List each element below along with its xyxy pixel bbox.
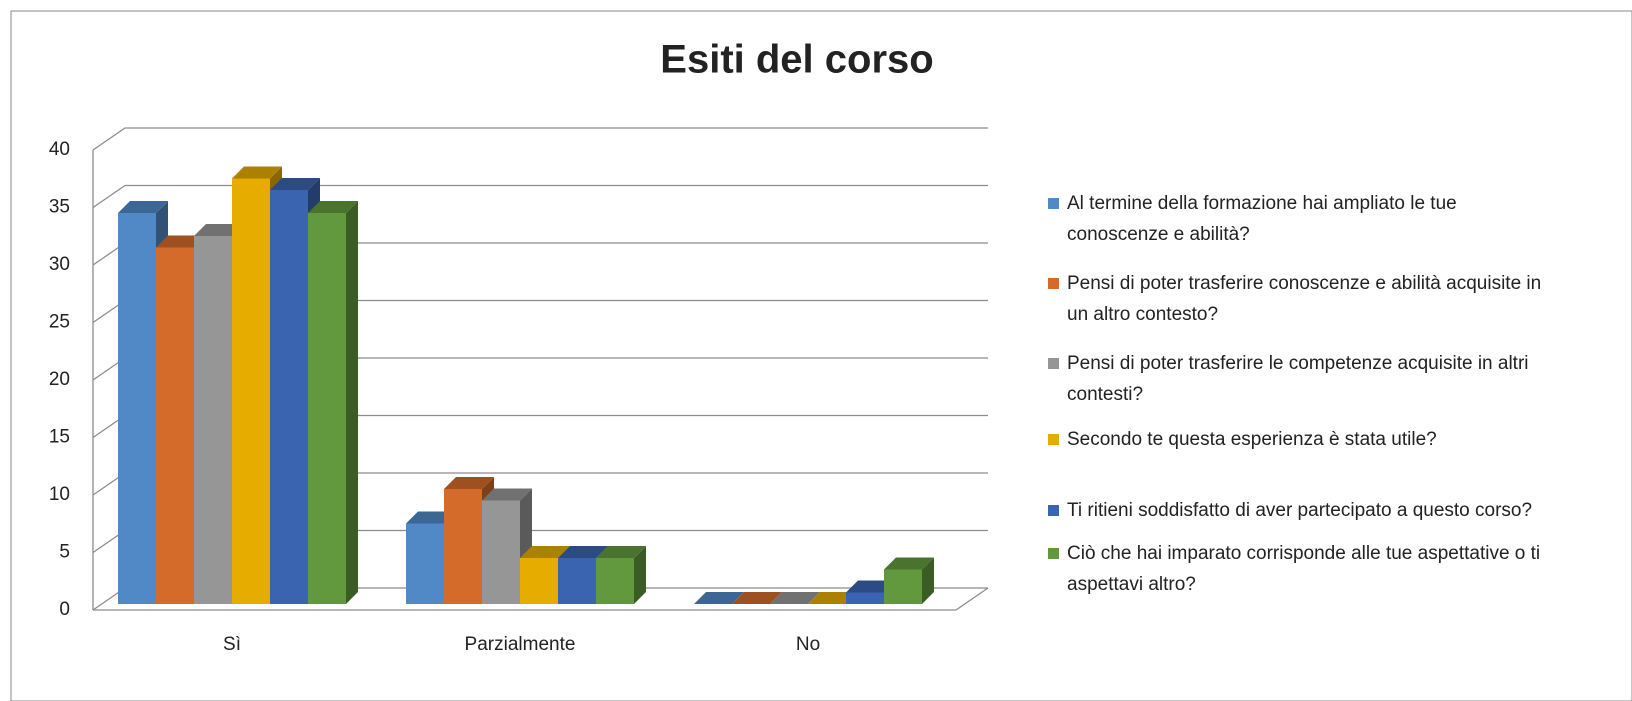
bar <box>558 558 596 604</box>
x-tick-label: Parzialmente <box>465 634 576 655</box>
bar-top <box>808 592 858 604</box>
bar <box>406 523 444 604</box>
bar-top <box>596 546 646 558</box>
bar-top <box>194 224 244 236</box>
y-tick-label: 15 <box>49 427 70 448</box>
x-tick-label: Sì <box>223 634 241 655</box>
bar-top <box>308 201 358 213</box>
legend-label: Pensi di poter trasferire le competenze … <box>1067 353 1529 405</box>
y-tick-label: 10 <box>49 484 70 505</box>
bar-side <box>634 546 646 604</box>
legend-item: Al termine della formazione hai ampliato… <box>1048 188 1548 250</box>
bar <box>596 558 634 604</box>
legend-label: Al termine della formazione hai ampliato… <box>1067 193 1457 245</box>
bar-top <box>520 546 570 558</box>
floor-edge <box>93 587 989 611</box>
bar <box>118 213 156 604</box>
legend-swatch <box>1048 278 1059 289</box>
legend-item: Pensi di poter trasferire conoscenze e a… <box>1048 268 1548 330</box>
bar-top <box>444 477 494 489</box>
bar-top <box>884 557 934 570</box>
bar <box>884 569 922 604</box>
bar-top <box>482 488 532 501</box>
bar-top <box>770 592 820 604</box>
bar-top <box>732 592 782 604</box>
bar-top <box>694 592 744 604</box>
bar-top <box>846 580 896 593</box>
legend-item: Secondo te questa esperienza è stata uti… <box>1048 424 1548 455</box>
bar <box>232 178 270 604</box>
bar <box>444 489 482 604</box>
legend-swatch <box>1048 505 1059 516</box>
legend-swatch <box>1048 358 1059 369</box>
bar-top <box>232 166 282 179</box>
legend: Al termine della formazione hai ampliato… <box>1048 188 1548 600</box>
grid-line <box>92 184 988 209</box>
legend-label: Ti ritieni soddisfatto di aver partecipa… <box>1067 500 1533 521</box>
legend-label: Secondo te questa esperienza è stata uti… <box>1067 429 1437 450</box>
legend-item: Pensi di poter trasferire le competenze … <box>1048 348 1548 410</box>
bar <box>482 500 520 604</box>
legend-item: Ti ritieni soddisfatto di aver partecipa… <box>1048 495 1548 526</box>
chart-title: Esiti del corso <box>660 38 933 82</box>
y-tick-label: 0 <box>59 599 70 620</box>
legend-swatch <box>1048 198 1059 209</box>
y-tick-label: 35 <box>49 197 70 218</box>
bar-top <box>558 546 608 558</box>
bar-top <box>118 201 168 213</box>
bar <box>156 247 194 604</box>
legend-label: Ciò che hai imparato corrisponde alle tu… <box>1067 543 1541 595</box>
bar <box>520 558 558 604</box>
y-tick-label: 40 <box>49 139 70 160</box>
legend-item: Ciò che hai imparato corrisponde alle tu… <box>1048 538 1548 600</box>
legend-label: Pensi di poter trasferire conoscenze e a… <box>1067 273 1542 325</box>
bar <box>270 190 308 604</box>
bar <box>308 213 346 604</box>
x-tick-label: No <box>796 634 820 655</box>
bar <box>194 236 232 604</box>
y-tick-label: 20 <box>49 369 70 390</box>
legend-swatch <box>1048 548 1059 559</box>
bar-top <box>270 178 320 190</box>
y-tick-label: 25 <box>49 312 70 333</box>
bar-side <box>922 557 934 604</box>
legend-swatch <box>1048 434 1059 445</box>
bar-top <box>156 235 206 248</box>
bar <box>846 592 884 604</box>
bar-side <box>346 201 358 604</box>
y-tick-label: 30 <box>49 254 70 275</box>
y-tick-label: 5 <box>59 542 70 563</box>
grid-line <box>92 127 988 151</box>
bar-top <box>406 511 456 524</box>
frame <box>10 10 1632 701</box>
